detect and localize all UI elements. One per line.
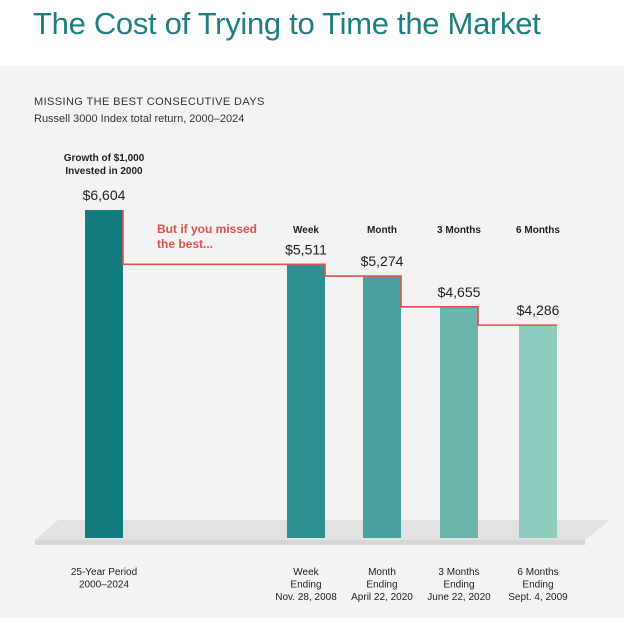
top-label-2: Month (367, 225, 397, 236)
annotation-line-0: But if you missed (157, 222, 257, 236)
bar-1 (287, 264, 325, 538)
category-label-4-line-2: Sept. 4, 2009 (508, 592, 568, 603)
category-label-4-line-1: Ending (522, 580, 553, 591)
top-label-4: 6 Months (516, 225, 560, 236)
category-label-0-line-1: 2000–2024 (79, 580, 129, 591)
top-label-0-line-0: Growth of $1,000 (64, 153, 145, 164)
value-label-2: $5,274 (361, 253, 404, 269)
category-label-1-line-0: Week (293, 567, 319, 578)
page-title: The Cost of Trying to Time the Market (33, 6, 541, 41)
category-label-3-line-2: June 22, 2020 (427, 592, 491, 603)
category-label-2-line-0: Month (368, 567, 396, 578)
step-line (122, 210, 557, 326)
category-label-3-line-1: Ending (443, 580, 474, 591)
category-label-1-line-1: Ending (290, 580, 321, 591)
category-label-1-line-2: Nov. 28, 2008 (275, 592, 337, 603)
chart-heading: MISSING THE BEST CONSECUTIVE DAYS (34, 96, 265, 108)
value-label-4: $4,286 (517, 302, 560, 318)
annotation-line-1: the best... (157, 237, 213, 251)
category-label-4-line-0: 6 Months (517, 567, 558, 578)
category-label-2-line-1: Ending (366, 580, 397, 591)
top-label-1: Week (293, 225, 319, 236)
value-label-1: $5,511 (285, 241, 327, 257)
chart-subheading: Russell 3000 Index total return, 2000–20… (34, 113, 245, 125)
bar-2 (363, 276, 401, 538)
floor-platform-edge (35, 540, 585, 545)
category-label-0-line-0: 25-Year Period (71, 567, 137, 578)
category-label-2-line-2: April 22, 2020 (351, 592, 413, 603)
value-label-0: $6,604 (83, 187, 126, 203)
top-label-0-line-1: Invested in 2000 (65, 166, 143, 177)
top-label-3: 3 Months (437, 225, 481, 236)
bar-0 (85, 210, 123, 538)
bar-4 (519, 325, 557, 538)
value-label-3: $4,655 (438, 284, 481, 300)
category-label-3-line-0: 3 Months (438, 567, 479, 578)
bar-3 (440, 306, 478, 538)
title-band: The Cost of Trying to Time the Market (0, 0, 624, 66)
